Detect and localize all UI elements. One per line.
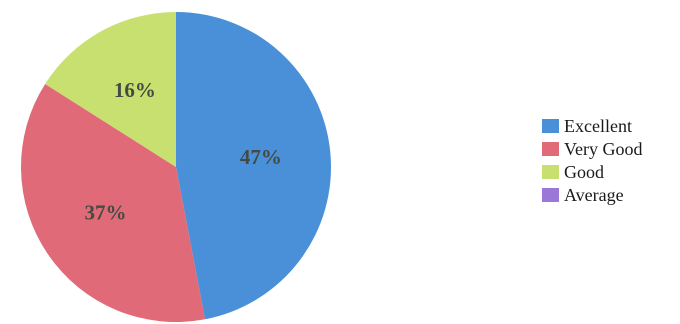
legend-swatch-very-good bbox=[542, 141, 559, 156]
pie-slice-labels: 47% 37% 16% bbox=[84, 78, 281, 225]
legend-swatch-average bbox=[542, 187, 559, 202]
pie-slices bbox=[21, 12, 331, 322]
pie-label-good: 16% bbox=[114, 78, 156, 102]
pie-slice-excellent bbox=[176, 12, 331, 320]
legend-swatch-good bbox=[542, 164, 559, 179]
legend-swatch-excellent bbox=[542, 118, 559, 133]
pie-label-very-good: 37% bbox=[84, 201, 126, 225]
legend-label-average: Average bbox=[564, 184, 624, 205]
legend-item-very-good: Very Good bbox=[542, 137, 643, 160]
pie-slice-good bbox=[45, 12, 176, 167]
pie-slice-very-good bbox=[21, 83, 206, 322]
legend-label-excellent: Excellent bbox=[564, 115, 632, 136]
legend-item-excellent: Excellent bbox=[542, 114, 643, 137]
legend-label-very-good: Very Good bbox=[564, 138, 643, 159]
pie-label-excellent: 47% bbox=[240, 145, 282, 169]
legend-label-good: Good bbox=[564, 161, 604, 182]
chart-legend: Excellent Very Good Good Average bbox=[542, 114, 643, 206]
legend-item-good: Good bbox=[542, 160, 643, 183]
legend-item-average: Average bbox=[542, 183, 643, 206]
